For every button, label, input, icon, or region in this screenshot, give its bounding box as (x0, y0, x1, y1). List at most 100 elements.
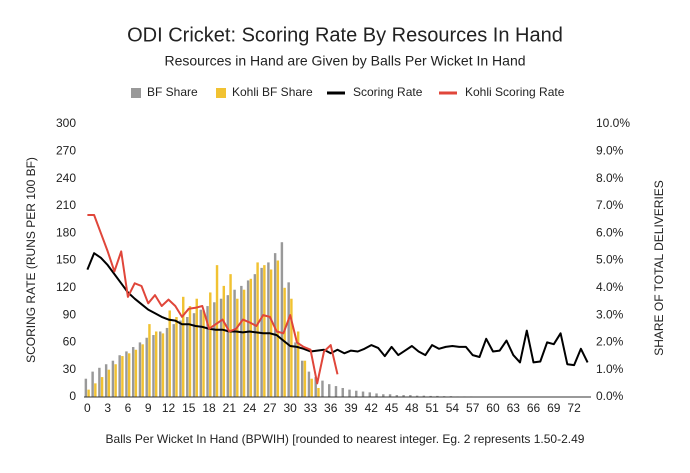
y-tick-label: 180 (56, 225, 76, 239)
bar (236, 298, 239, 397)
chart-title: ODI Cricket: Scoring Rate By Resources I… (127, 24, 563, 46)
x-tick-label: 69 (547, 401, 561, 415)
bar (303, 360, 307, 397)
bar (328, 384, 331, 397)
bar (161, 333, 165, 397)
bar (296, 331, 300, 397)
bar (98, 367, 101, 397)
bar (280, 242, 284, 397)
bar (84, 378, 88, 397)
bar (242, 289, 246, 397)
y-tick-label: 270 (56, 143, 76, 157)
bar (249, 278, 253, 397)
x-tick-label: 66 (527, 401, 541, 415)
legend-label: Scoring Rate (353, 85, 423, 99)
bar (317, 387, 320, 397)
bar (436, 395, 439, 397)
x-tick-label: 24 (243, 401, 257, 415)
bar (307, 371, 311, 397)
y-tick-label: 0 (69, 389, 76, 403)
x-tick-label: 63 (507, 401, 521, 415)
bar (233, 289, 236, 397)
x-tick-label: 9 (145, 401, 152, 415)
bar (192, 313, 196, 397)
bar (94, 383, 97, 397)
bar (348, 389, 351, 397)
bar (215, 265, 219, 397)
bar (148, 324, 151, 397)
bar (213, 302, 216, 397)
line (87, 214, 339, 385)
bar (186, 317, 189, 397)
y-tick-label: 210 (56, 198, 76, 212)
x-tick-label: 0 (84, 401, 91, 415)
y-tick-label: 120 (56, 280, 76, 294)
bar (222, 285, 226, 397)
x-tick-label: 30 (284, 401, 298, 415)
bar (276, 260, 280, 397)
bar (206, 306, 209, 397)
x-tick-label: 36 (324, 401, 338, 415)
bar (165, 327, 169, 397)
x-tick-label: 45 (385, 401, 399, 415)
y2-tick-label: 1.0% (596, 362, 624, 376)
line (86, 252, 589, 367)
bar (195, 298, 198, 397)
bar (422, 395, 426, 397)
bar (341, 387, 344, 397)
bar (202, 310, 205, 397)
bar (415, 395, 419, 397)
bar (287, 282, 290, 397)
y-tick-label: 300 (56, 116, 76, 130)
legend-label: Kohli BF Share (232, 85, 313, 99)
legend-label: BF Share (147, 85, 198, 99)
y2-tick-label: 9.0% (596, 143, 624, 157)
y2-tick-label: 6.0% (596, 225, 624, 239)
bar (219, 298, 223, 397)
bar (159, 331, 162, 397)
bar (240, 285, 243, 397)
bar (87, 389, 90, 397)
bar (334, 386, 338, 397)
x-tick-label: 6 (125, 401, 132, 415)
x-tick-label: 15 (182, 401, 196, 415)
bar (168, 310, 171, 397)
bar (290, 298, 293, 397)
bar (246, 280, 250, 397)
bar (355, 390, 358, 397)
bar (91, 371, 94, 397)
bar (256, 262, 259, 397)
bar (263, 265, 266, 397)
x-tick-label: 51 (425, 401, 439, 415)
bar (402, 395, 405, 397)
bar (229, 274, 232, 397)
x-tick-label: 60 (486, 401, 500, 415)
x-tick-label: 12 (162, 401, 176, 415)
y2-tick-label: 4.0% (596, 280, 624, 294)
bar (145, 337, 148, 397)
y2-tick-label: 10.0% (596, 116, 630, 130)
bar (273, 253, 277, 397)
bar (111, 360, 115, 397)
bar (294, 342, 297, 397)
bar (267, 262, 270, 397)
bar (395, 395, 399, 397)
bar (361, 391, 365, 397)
y2-tick-label: 2.0% (596, 335, 624, 349)
bar (388, 394, 392, 397)
y-tick-label: 60 (63, 335, 77, 349)
y-tick-label: 30 (63, 362, 77, 376)
bar (409, 395, 412, 397)
x-tick-label: 57 (466, 401, 480, 415)
bar (127, 353, 131, 397)
legend-swatch (216, 88, 226, 98)
y-tick-label: 240 (56, 171, 76, 185)
bar (141, 344, 144, 397)
bar (154, 331, 158, 397)
y-tick-label: 90 (63, 307, 77, 321)
y2-tick-label: 8.0% (596, 171, 624, 185)
x-tick-label: 39 (344, 401, 358, 415)
x-tick-label: 21 (223, 401, 237, 415)
bar (429, 395, 432, 397)
